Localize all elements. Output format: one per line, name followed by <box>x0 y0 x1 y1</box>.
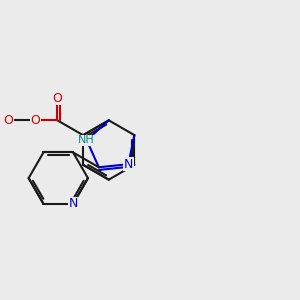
Text: O: O <box>30 114 40 127</box>
Text: N: N <box>68 197 78 210</box>
Text: O: O <box>52 92 62 105</box>
Text: N: N <box>124 158 133 171</box>
Text: O: O <box>3 114 13 127</box>
Text: NH: NH <box>78 135 95 145</box>
